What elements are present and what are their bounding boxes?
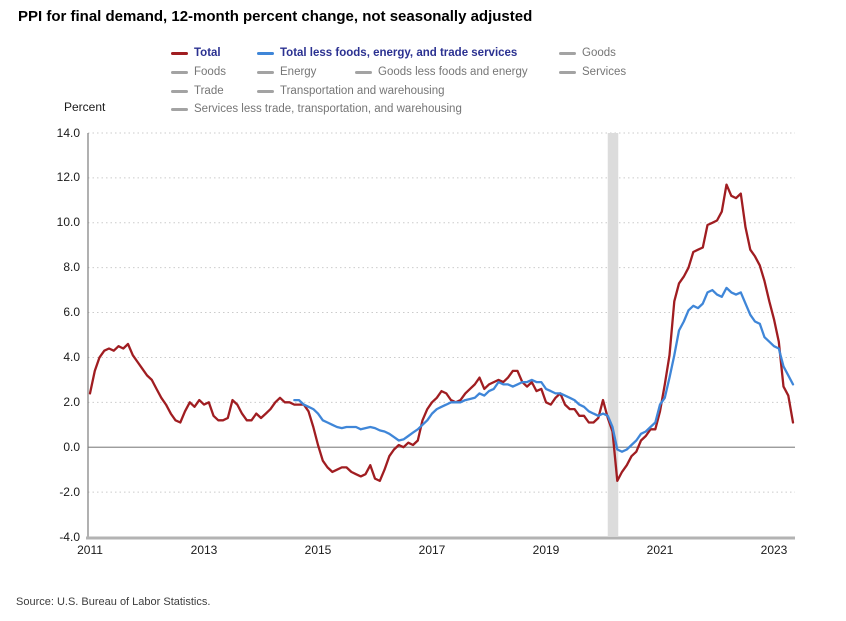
legend-item-energy[interactable]: Energy [257, 65, 316, 79]
legend-item-foods[interactable]: Foods [171, 65, 226, 79]
x-axis-label: 2017 [418, 543, 446, 557]
legend-swatch-icon [171, 70, 188, 74]
source-note: Source: U.S. Bureau of Labor Statistics. [16, 596, 211, 608]
legend-swatch-icon [257, 70, 274, 74]
total-less-foods-energy-trade-line [293, 286, 795, 453]
y-axis-label: -2.0 [59, 484, 80, 499]
legend-swatch-icon [257, 51, 274, 55]
y-axis-label: 14.0 [56, 125, 80, 140]
legend-swatch-icon [171, 89, 188, 93]
x-axis-label: 2013 [190, 543, 218, 557]
legend-label: Goods less foods and energy [378, 66, 528, 78]
legend-item-goods-less-foods-and-energy[interactable]: Goods less foods and energy [355, 65, 528, 79]
legend-item-trade[interactable]: Trade [171, 84, 224, 98]
legend-swatch-icon [171, 51, 188, 55]
legend-swatch-icon [559, 51, 576, 55]
legend-swatch-icon [171, 107, 188, 111]
recession-band [607, 133, 619, 536]
legend-item-total[interactable]: Total [171, 46, 221, 60]
legend-label: Services [582, 66, 627, 78]
legend-label: Energy [280, 66, 317, 78]
legend-swatch-icon [559, 70, 576, 74]
x-axis-label: 2011 [77, 543, 103, 557]
y-axis-label: 2.0 [63, 394, 80, 409]
legend-swatch-icon [257, 89, 274, 93]
legend-swatch-icon [355, 70, 372, 74]
legend-label: Trade [194, 85, 224, 97]
legend-item-transportation-and-warehousing[interactable]: Transportation and warehousing [257, 84, 445, 98]
x-axis-label: 2019 [532, 543, 560, 557]
legend-item-goods[interactable]: Goods [559, 46, 616, 60]
legend-label: Goods [582, 47, 616, 59]
y-axis-label: 6.0 [63, 305, 80, 320]
y-axis-label: 8.0 [63, 260, 80, 275]
y-axis-label: 4.0 [63, 349, 80, 364]
legend-label: Transportation and warehousing [280, 85, 445, 97]
chart-title: PPI for final demand, 12-month percent c… [18, 8, 533, 25]
y-axis-title: Percent [64, 100, 106, 114]
legend-item-services-less-trade-transportation-and-warehousing[interactable]: Services less trade, transportation, and… [171, 102, 462, 116]
legend-label: Total less foods, energy, and trade serv… [280, 47, 518, 59]
legend-item-services[interactable]: Services [559, 65, 626, 79]
legend-label: Total [194, 47, 221, 59]
x-axis-label: 2015 [304, 543, 332, 557]
legend-label: Services less trade, transportation, and… [194, 103, 462, 115]
y-axis-label: 12.0 [56, 170, 80, 185]
y-axis-label: -4.0 [59, 529, 80, 544]
x-axis-label: 2021 [646, 543, 674, 557]
y-axis-label: 10.0 [56, 215, 80, 230]
legend-label: Foods [194, 66, 226, 78]
y-axis-label: 0.0 [63, 439, 80, 454]
chart-legend: Total Total less foods, energy, and trade… [0, 0, 846, 120]
x-axis-label: 2023 [760, 543, 788, 557]
total-line [88, 183, 795, 483]
legend-item-total-less-foods-energy-and-trade-services[interactable]: Total less foods, energy, and trade serv… [257, 46, 517, 60]
